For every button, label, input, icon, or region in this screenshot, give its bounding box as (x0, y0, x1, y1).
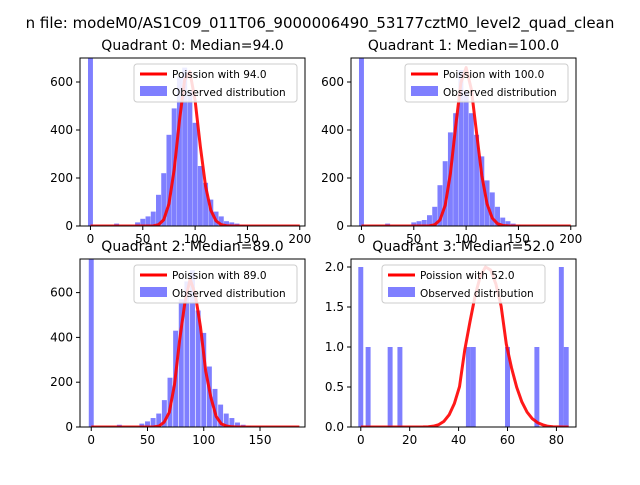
x-tick-label: 200 (559, 232, 582, 246)
hist-bar (469, 113, 474, 226)
chart-title: Quadrant 0: Median=94.0 (101, 38, 283, 54)
y-tick-label: 0.0 (325, 420, 344, 434)
hist-bar (559, 267, 564, 427)
hist-bar (534, 347, 539, 427)
x-tick-label: 50 (140, 433, 155, 447)
hist-bar (198, 166, 203, 226)
legend-label-poisson: Poission with 94.0 (172, 69, 267, 81)
legend-hist-swatch (388, 287, 415, 297)
y-tick-label: 600 (321, 75, 344, 89)
x-tick-label: 200 (288, 232, 311, 246)
y-tick-label: 2.0 (325, 260, 344, 274)
hist-bar (151, 212, 156, 226)
hist-bar (88, 58, 93, 226)
hist-bar (359, 58, 364, 226)
x-tick-label: 40 (451, 433, 466, 447)
x-tick-label: 20 (402, 433, 417, 447)
figure-title: n file: modeM0/AS1C09_011T06_9000006490_… (26, 14, 615, 33)
y-tick-label: 1.0 (325, 340, 344, 354)
legend-label-observed: Observed distribution (443, 87, 557, 99)
y-tick-label: 1.5 (325, 300, 344, 314)
hist-bar (564, 347, 569, 427)
y-tick-label: 200 (50, 375, 73, 389)
hist-bar (397, 347, 402, 427)
legend-label-poisson: Poission with 89.0 (172, 270, 267, 282)
hist-bar (358, 267, 363, 427)
y-tick-label: 0 (65, 219, 73, 233)
chart-panel-3: 0 20 40 60 80 0.0 0.5 1.0 1.5 2.0 Quadrant 3: Medi… (325, 239, 576, 447)
y-tick-label: 200 (321, 171, 344, 185)
hist-bar (466, 347, 471, 427)
hist-bar (89, 259, 94, 427)
legend-label-poisson: Poission with 52.0 (420, 270, 515, 282)
y-tick-label: 0 (336, 219, 344, 233)
x-tick-label: 0 (357, 433, 365, 447)
legend-label-observed: Observed distribution (172, 87, 286, 99)
y-tick-label: 0.5 (325, 380, 344, 394)
y-tick-label: 400 (50, 330, 73, 344)
x-tick-label: 150 (249, 433, 272, 447)
y-tick-label: 600 (50, 286, 73, 300)
chart-title: Quadrant 3: Median=52.0 (372, 239, 554, 255)
x-tick-label: 0 (87, 433, 95, 447)
legend-label-observed: Observed distribution (420, 288, 534, 300)
y-tick-label: 200 (50, 171, 73, 185)
hist-bar (193, 123, 198, 226)
hist-bar (464, 92, 469, 226)
chart-title: Quadrant 1: Median=100.0 (368, 38, 559, 54)
legend-hist-swatch (411, 86, 438, 96)
chart-title: Quadrant 2: Median=89.0 (101, 239, 283, 255)
hist-bar (471, 347, 476, 427)
x-tick-label: 80 (549, 433, 564, 447)
x-tick-label: 0 (87, 232, 95, 246)
x-tick-label: 60 (500, 433, 515, 447)
x-tick-label: 0 (358, 232, 366, 246)
y-tick-label: 0 (65, 420, 73, 434)
hist-bar (366, 347, 371, 427)
y-tick-label: 400 (321, 123, 344, 137)
legend-label-poisson: Poission with 100.0 (443, 69, 544, 81)
chart-panel-2: 0 50 100 150 0 200 400 600 Quadrant 2: Median=89… (50, 239, 305, 447)
hist-bar (187, 92, 192, 226)
legend-hist-swatch (140, 86, 167, 96)
legend-hist-swatch (140, 287, 167, 297)
y-tick-label: 400 (50, 123, 73, 137)
legend-label-observed: Observed distribution (172, 288, 286, 300)
x-tick-label: 100 (192, 433, 215, 447)
hist-bar (388, 347, 393, 427)
y-tick-label: 600 (50, 75, 73, 89)
